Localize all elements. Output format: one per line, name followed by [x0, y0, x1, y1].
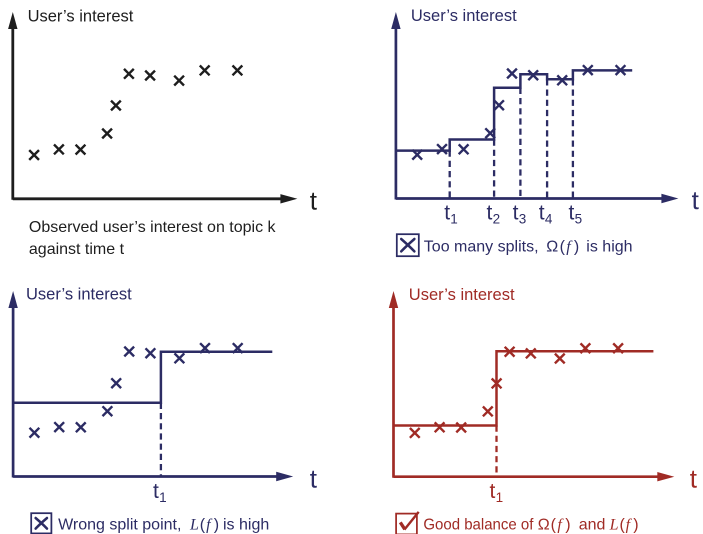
svg-text:against time t: against time t	[29, 241, 125, 258]
svg-text:1: 1	[496, 490, 504, 505]
svg-text:User’s interest: User’s interest	[409, 286, 515, 304]
svg-text:Too many splits,Ω(f)is high: Too many splits, Ω(f) is high	[424, 239, 633, 256]
svg-text:1: 1	[159, 490, 167, 505]
svg-text:t: t	[513, 202, 519, 225]
svg-text:t: t	[487, 202, 493, 225]
svg-text:Observed user’s interest on to: Observed user’s interest on topic k	[29, 219, 277, 236]
svg-text:User’s interest: User’s interest	[411, 7, 517, 25]
svg-text:3: 3	[519, 212, 527, 227]
svg-text:t: t	[490, 480, 496, 503]
svg-text:t: t	[153, 480, 159, 503]
svg-text:t: t	[310, 463, 318, 493]
svg-text:t: t	[690, 463, 698, 493]
svg-text:User’s interest: User’s interest	[26, 285, 132, 303]
svg-text:t: t	[539, 202, 545, 225]
svg-text:Wrong split point,L(f)is high: Wrong split point, L(f) is high	[58, 516, 269, 533]
svg-text:t: t	[692, 185, 700, 215]
svg-text:4: 4	[545, 212, 553, 227]
svg-text:t: t	[444, 202, 450, 225]
svg-text:2: 2	[493, 212, 501, 227]
svg-text:5: 5	[575, 212, 583, 227]
svg-text:t: t	[569, 202, 575, 225]
svg-text:1: 1	[450, 212, 458, 227]
svg-text:User’s interest: User’s interest	[28, 7, 134, 25]
svg-text:t: t	[310, 186, 318, 216]
